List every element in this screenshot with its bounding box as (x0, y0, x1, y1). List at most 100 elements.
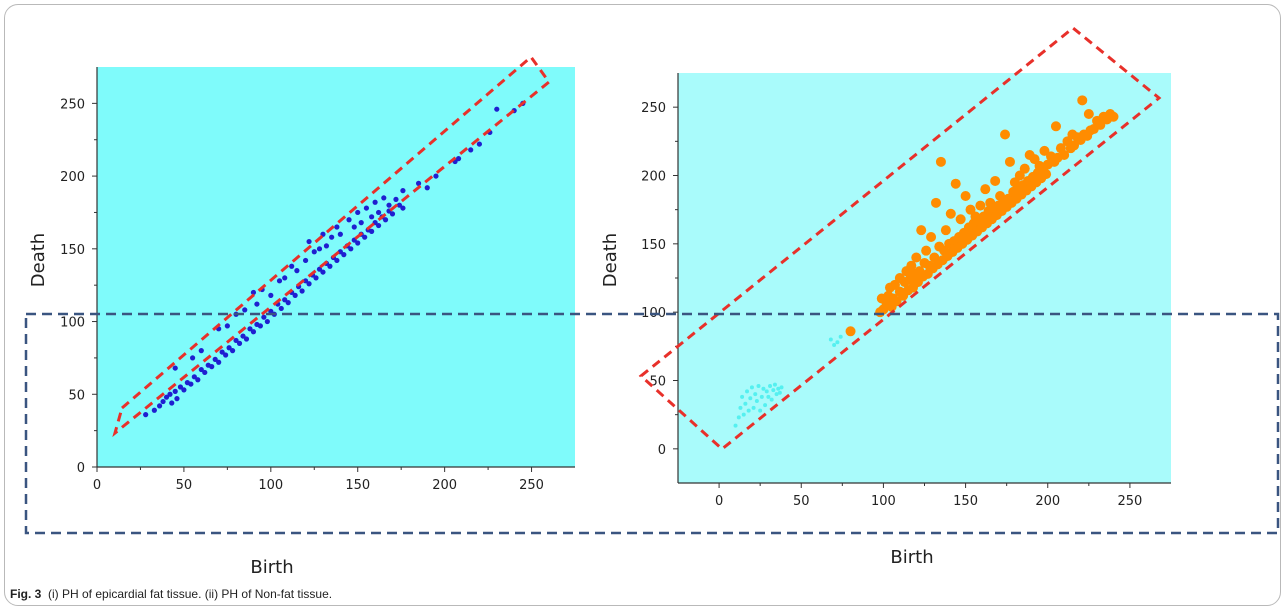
scatter-point (306, 238, 312, 245)
scatter-point (156, 403, 163, 409)
scatter-point (167, 391, 173, 397)
scatter-point (1077, 95, 1088, 106)
scatter-point (950, 178, 961, 189)
scatter-point (261, 314, 267, 320)
scatter-point (247, 326, 253, 332)
scatter-point (769, 397, 774, 402)
scatter-point (468, 147, 474, 153)
scatter-point (771, 388, 776, 393)
scatter-point (891, 296, 902, 307)
scatter-point (1000, 129, 1011, 140)
scatter-point (911, 252, 922, 263)
scatter-point (212, 356, 218, 362)
scatter-point (1019, 163, 1030, 174)
scatter-point (389, 211, 396, 217)
x-tick-label: 50 (176, 478, 193, 493)
scatter-point (1059, 150, 1070, 160)
scatter-point (906, 260, 917, 271)
scatter-point (276, 278, 283, 284)
scatter-point (400, 205, 406, 211)
y-tick-label: 100 (60, 316, 85, 331)
scatter-point (733, 423, 738, 428)
left-plot-background (97, 67, 575, 467)
scatter-point (316, 246, 323, 252)
scatter-point (753, 392, 758, 397)
x-tick-label: 50 (793, 494, 810, 509)
scatter-point (362, 234, 368, 240)
scatter-point (302, 257, 309, 264)
scatter-point (1095, 119, 1106, 130)
scatter-point (292, 292, 298, 298)
scatter-point (1108, 111, 1119, 122)
scatter-point (282, 297, 288, 303)
scatter-point (313, 275, 319, 281)
scatter-point (202, 369, 208, 376)
scatter-point (223, 352, 229, 358)
scatter-point (294, 268, 300, 274)
x-tick-label: 150 (345, 478, 370, 493)
left-x-axis-label: Birth (250, 557, 293, 578)
scatter-point (774, 392, 779, 397)
x-tick-label: 150 (953, 494, 978, 509)
y-tick-label: 250 (641, 101, 666, 116)
scatter-point (191, 374, 197, 380)
scatter-point (748, 396, 753, 401)
scatter-point (761, 386, 766, 391)
scatter-point (375, 209, 382, 216)
y-tick-label: 0 (658, 443, 666, 458)
scatter-point (278, 305, 284, 312)
scatter-point (311, 249, 317, 255)
scatter-point (776, 386, 781, 391)
scatter-point (358, 220, 364, 226)
scatter-point (264, 318, 270, 325)
scatter-point (375, 222, 382, 229)
scatter-point (177, 384, 184, 390)
scatter-point (777, 390, 782, 395)
scatter-point (916, 225, 927, 236)
scatter-point (257, 323, 263, 329)
caption-text: (i) PH of epicardial fat tissue. (ii) PH… (48, 587, 333, 601)
scatter-point (268, 292, 274, 298)
scatter-point (381, 195, 387, 201)
left-scatter-plot: 0 50 100 150 200 250 0 50 100 150 200 250 Birth Dea… (28, 54, 575, 578)
scatter-point (931, 197, 942, 208)
scatter-point (835, 340, 840, 345)
scatter-point (348, 246, 354, 252)
scatter-point (396, 202, 403, 208)
scatter-point (751, 405, 756, 410)
scatter-point (738, 405, 743, 410)
scatter-point (768, 383, 773, 388)
y-tick-label: 50 (68, 388, 85, 403)
scatter-point (198, 366, 204, 373)
scatter-point (1041, 169, 1052, 180)
scatter-point (400, 188, 406, 194)
scatter-point (740, 394, 745, 399)
x-tick-label: 0 (93, 478, 101, 493)
scatter-point (351, 224, 357, 230)
x-tick-label: 200 (1035, 494, 1060, 509)
scatter-point (759, 394, 764, 399)
scatter-point (190, 355, 196, 361)
scatter-point (1069, 140, 1080, 151)
scatter-point (160, 398, 166, 405)
scatter-point (935, 156, 946, 167)
x-tick-label: 100 (258, 478, 283, 493)
y-tick-label: 50 (649, 375, 666, 390)
scatter-point (749, 385, 754, 390)
scatter-point (316, 266, 323, 272)
scatter-point (216, 359, 222, 365)
scatter-point (226, 345, 232, 351)
scatter-point (386, 202, 392, 208)
scatter-point (250, 289, 257, 296)
y-tick-label: 150 (60, 243, 85, 258)
scatter-point (268, 308, 274, 314)
scatter-point (1083, 109, 1094, 119)
figure-frame (4, 4, 1281, 606)
scatter-point (415, 180, 422, 186)
left-scatter-points (143, 100, 526, 418)
scatter-point (355, 209, 361, 216)
scatter-point (174, 396, 180, 402)
scatter-point (766, 394, 771, 399)
